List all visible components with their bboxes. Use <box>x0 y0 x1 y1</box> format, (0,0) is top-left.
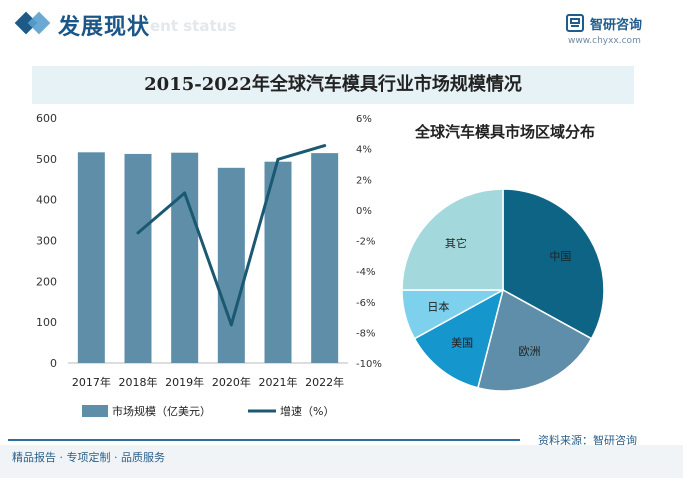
chart-title: 2015-2022年全球汽车模具行业市场规模情况 <box>144 74 522 95</box>
footer-source: 资料来源：智研咨询 <box>538 434 637 447</box>
bar <box>77 152 105 363</box>
y-right-tick-label: -4% <box>356 267 375 278</box>
footer-bar <box>0 445 683 478</box>
pie-slice <box>413 288 505 389</box>
x-tick-label: 2019年 <box>165 375 204 389</box>
section-subtitle: ent status <box>150 17 237 35</box>
growth-point <box>136 231 140 235</box>
growth-point <box>183 191 187 195</box>
pie-slice <box>502 188 605 340</box>
y-left-tick-label: 100 <box>36 316 57 329</box>
pie-slice <box>401 188 504 291</box>
growth-point <box>276 157 280 161</box>
y-right-tick-label: 2% <box>356 175 372 186</box>
legend-label-line: 增速（%） <box>280 404 334 418</box>
logo-name: 智研咨询 <box>590 18 643 33</box>
chart-title-bar: 2015-2022年全球汽车模具行业市场规模情况 <box>32 66 634 104</box>
y-left-tick-label: 500 <box>36 153 57 166</box>
y-right-tick-label: 4% <box>356 145 372 156</box>
pie-slice <box>476 288 593 392</box>
bar <box>171 152 199 363</box>
bar <box>311 153 339 363</box>
legend-swatch-bar <box>82 405 108 417</box>
y-left-tick-label: 200 <box>36 275 57 288</box>
x-tick-label: 2017年 <box>72 375 111 389</box>
logo-url: www.chyxx.com <box>568 36 641 46</box>
y-right-tick-label: -8% <box>356 328 375 339</box>
pie-slice-label: 其它 <box>445 236 467 250</box>
pie-slice-label: 日本 <box>427 300 449 314</box>
pie-slice-label: 中国 <box>549 250 571 263</box>
x-tick-label: 2021年 <box>259 375 298 389</box>
y-right-tick-label: -6% <box>356 298 375 309</box>
y-left-tick-label: 400 <box>36 194 57 207</box>
x-tick-label: 2020年 <box>212 375 251 389</box>
pie-slice-label: 欧洲 <box>518 345 540 358</box>
footer-divider <box>8 439 520 441</box>
growth-point <box>323 144 327 148</box>
x-tick-label: 2018年 <box>119 375 158 389</box>
section-title: 发展现状 <box>58 15 151 40</box>
y-left-tick-label: 300 <box>36 235 57 248</box>
legend-label-bar: 市场规模（亿美元） <box>112 404 211 418</box>
bar <box>217 167 245 363</box>
pie-slice-label: 美国 <box>451 337 473 350</box>
header: ent status 发展现状 智研咨询 www.chyxx.com <box>0 0 683 50</box>
y-left-tick-label: 600 <box>36 112 57 125</box>
y-right-tick-label: 0% <box>356 206 372 217</box>
y-right-tick-label: -2% <box>356 237 375 248</box>
logo-icon <box>566 14 584 32</box>
bar <box>124 153 152 363</box>
y-right-tick-label: 6% <box>356 114 372 125</box>
growth-point <box>229 323 233 327</box>
y-left-tick-label: 0 <box>50 357 57 370</box>
x-tick-label: 2022年 <box>305 375 344 389</box>
pie-chart-title: 全球汽车模具市场区域分布 <box>414 123 595 141</box>
y-right-tick-label: -10% <box>356 359 382 370</box>
footer-slogan: 精品报告 · 专项定制 · 品质服务 <box>12 451 165 464</box>
